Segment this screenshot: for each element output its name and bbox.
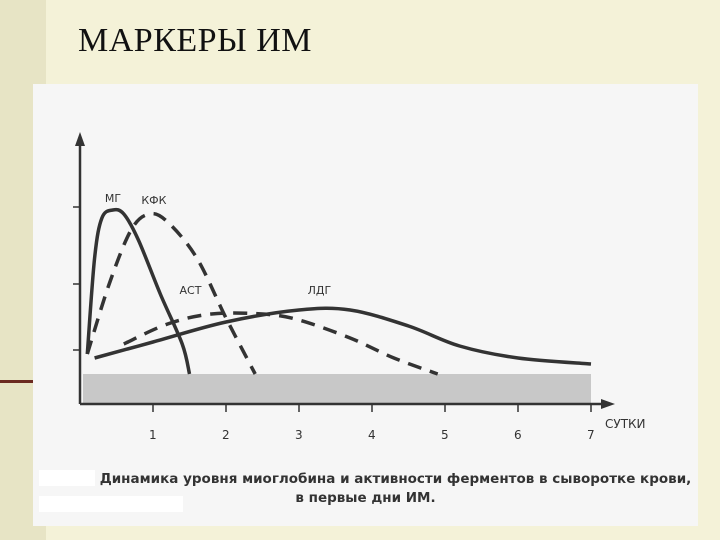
series-label: ЛДГ [308, 284, 332, 297]
x-tick-label: 6 [514, 428, 522, 442]
chart-figure: 1 2 3 4 5 6 7 МГ КФК АСТ ЛДГ СУТКИ Динамика уровн… [33, 84, 698, 526]
caption-mask-bottom [39, 496, 183, 512]
x-ticks: 1 2 3 4 5 6 7 [149, 404, 595, 442]
series-line [94, 306, 592, 366]
series-line [85, 207, 192, 375]
caption-mask-left [39, 470, 95, 486]
series-line [123, 311, 439, 376]
series-label: КФК [141, 194, 166, 207]
x-tick-label: 7 [587, 428, 595, 442]
x-axis-arrow [601, 399, 615, 409]
baseline-band [83, 374, 591, 404]
x-tick-label: 3 [295, 428, 303, 442]
chart-svg: 1 2 3 4 5 6 7 МГ КФК АСТ ЛДГ СУТКИ [73, 132, 646, 442]
series-label: МГ [105, 192, 121, 205]
slide-title: МАРКЕРЫ ИМ [78, 22, 312, 59]
x-axis-label: СУТКИ [605, 417, 646, 431]
x-tick-label: 1 [149, 428, 157, 442]
y-axis-arrow [75, 132, 85, 146]
series-line [85, 211, 257, 375]
x-tick-label: 4 [368, 428, 376, 442]
series-label: АСТ [180, 284, 202, 297]
chart-caption: Динамика уровня миоглобина и активности … [33, 470, 698, 508]
x-tick-label: 2 [222, 428, 230, 442]
x-tick-label: 5 [441, 428, 449, 442]
caption-line-1: Динамика уровня миоглобина и активности … [99, 471, 692, 487]
curves: МГ КФК АСТ ЛДГ [85, 192, 592, 376]
caption-line-2: в первые дни ИМ. [295, 490, 436, 506]
slide-accent-line [0, 380, 46, 383]
